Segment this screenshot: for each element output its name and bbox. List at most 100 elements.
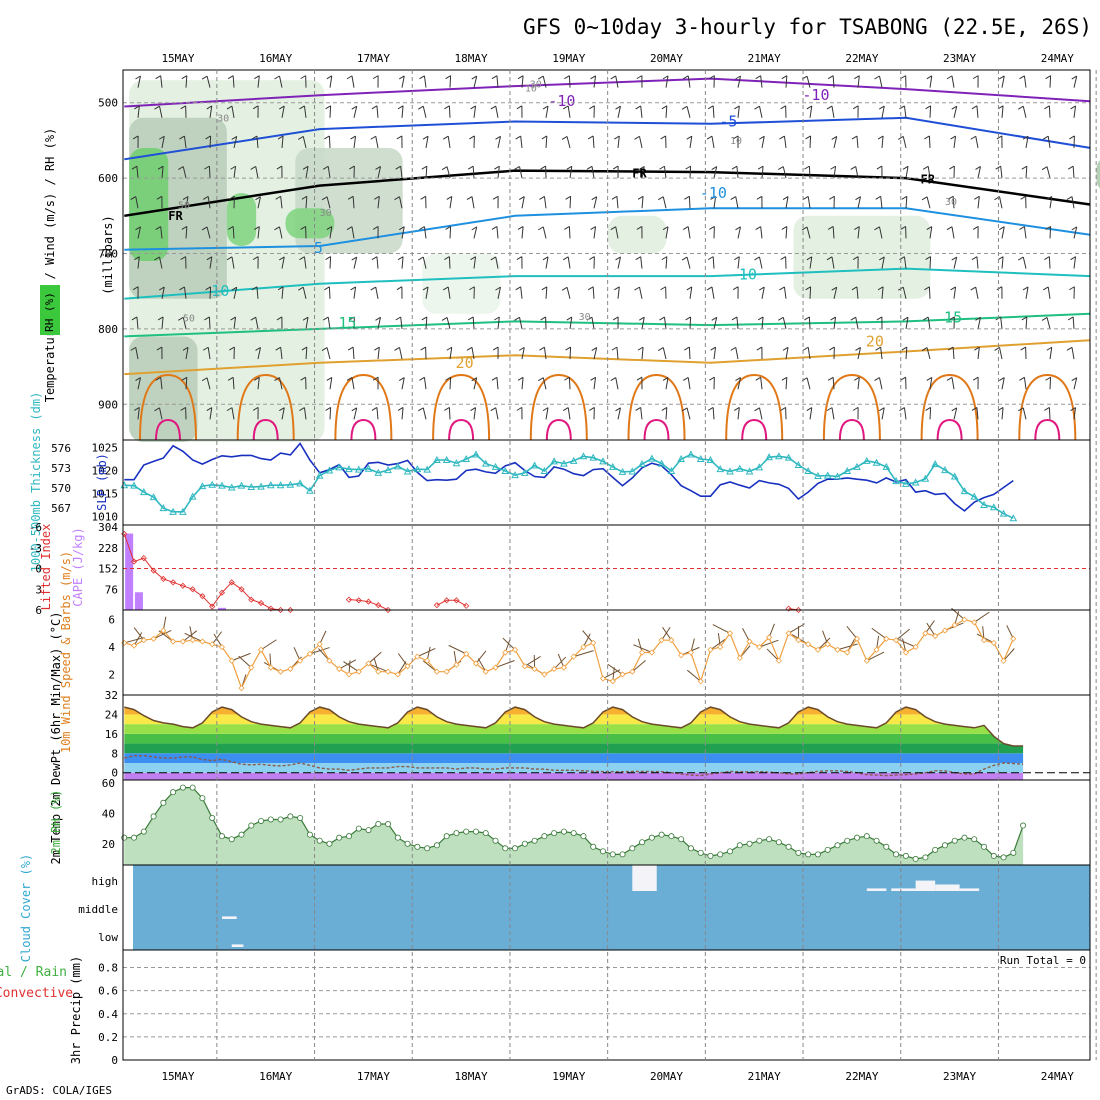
freezing-level-label: FR (168, 209, 183, 223)
wind-barb (1046, 317, 1051, 330)
wind-barb-flag (682, 75, 689, 80)
isotherm-label: -10 (548, 92, 575, 110)
wind10m-speed-marker (863, 657, 870, 664)
wind-barb-flag (540, 316, 546, 321)
wind-barb-flag (255, 196, 261, 201)
wind-barb-flag (252, 256, 259, 261)
isotherm-line (124, 207, 1091, 251)
wind-barb-flag (757, 165, 764, 170)
wind-barb-flag (347, 195, 354, 200)
wind-barb-flag (375, 166, 381, 170)
wind-barb (305, 166, 309, 179)
wind-barb (425, 316, 428, 329)
li-tick-label: 0 (35, 563, 42, 576)
rh2m-marker (160, 799, 167, 806)
rh2m-marker (131, 834, 138, 841)
wind-barb (641, 347, 644, 360)
wind10m-barb (822, 630, 829, 645)
wind-barb (737, 75, 741, 88)
wind-barb-flag (205, 135, 211, 140)
wind-barb (975, 136, 979, 149)
wind-barb (497, 287, 501, 299)
wind10m-barb (397, 653, 408, 667)
wind-barb-flag (419, 376, 425, 381)
wind-barb-flag (781, 376, 788, 381)
wind-barb-flag (154, 407, 160, 412)
wind-barb (926, 347, 931, 360)
rh2m-marker (316, 837, 323, 844)
wind10m-speed-marker (551, 665, 558, 673)
wind10m-tick-label: 2 (108, 668, 115, 681)
rh2m-marker (404, 840, 411, 847)
wind-barb-flag (252, 406, 259, 411)
wind-barb (711, 136, 715, 149)
date-label-top: 18MAY (455, 52, 488, 65)
lifted-index-marker (238, 586, 245, 593)
rh-contour-label: 30 (320, 208, 332, 219)
lifted-index-marker (463, 602, 470, 609)
wind-barb-flag (372, 376, 379, 381)
wind-barb (809, 105, 813, 118)
rh2m-marker (902, 852, 909, 859)
wind-barb-flag (252, 105, 259, 110)
wind-barb (329, 75, 333, 88)
wind-barb-flag (634, 286, 640, 291)
rh2m-marker (834, 842, 841, 849)
wind-barb-flag (1070, 256, 1076, 261)
wind-barb (689, 166, 692, 179)
date-label-bottom: 19MAY (552, 1070, 585, 1083)
wind-barb-flag (395, 316, 401, 321)
temp2m-tick-label: 0 (111, 767, 118, 780)
wind-barb-flag (135, 75, 141, 80)
thickness-marker (208, 480, 217, 488)
wind-barb (1022, 256, 1027, 269)
rh2m-marker (355, 825, 362, 832)
wind-barb-flag (681, 105, 688, 110)
wind10m-speed-marker (482, 668, 489, 675)
wind-barb-flag (658, 196, 664, 201)
wind-barb (929, 377, 933, 390)
warm-isotherm-loop (822, 373, 881, 441)
wind-barb (473, 256, 477, 269)
wind-barb-flag (204, 165, 210, 170)
wind-barb-flag (274, 226, 280, 231)
wind-barb (401, 407, 404, 420)
rh2m-marker (443, 833, 450, 840)
wind-barb-flag (851, 135, 858, 140)
isotherm-line (124, 169, 1091, 218)
wind-barb-flag (178, 316, 184, 321)
thickness-marker (364, 464, 373, 472)
wind-barb-flag (972, 225, 979, 230)
wind-barb (207, 196, 211, 209)
wind-barb (257, 226, 260, 239)
wind10m-speed-marker (795, 637, 802, 644)
wind-barb (953, 407, 958, 420)
wind-barb-flag (802, 196, 809, 200)
wind-barb-flag (879, 256, 885, 261)
wind-barb-flag (921, 196, 928, 201)
thickness-tick-label: 576 (51, 442, 71, 455)
wind-barb (473, 226, 478, 239)
lifted-index-marker (443, 597, 450, 604)
wind-barb (377, 317, 381, 330)
date-label-top: 16MAY (259, 52, 292, 65)
wind10m-barb (397, 661, 407, 675)
wind-barb-flag (709, 75, 715, 80)
isotherm-label: -10 (802, 86, 829, 104)
wind-barb (736, 166, 739, 179)
temp-band (123, 695, 1090, 705)
wind10m-speed-marker (170, 638, 177, 645)
wind-barb-flag (495, 135, 501, 140)
rh2m-marker (453, 830, 460, 837)
wind-barb-flag (901, 195, 908, 200)
thickness-marker (989, 503, 998, 511)
wind-barb (422, 407, 427, 420)
wind-barb (977, 317, 981, 330)
wind-barb (1073, 75, 1078, 88)
isotherm-label: 20 (866, 333, 884, 351)
wind-barb-flag (947, 346, 954, 351)
lifted-index-marker (150, 567, 157, 574)
rh2m-marker (1000, 854, 1007, 861)
wind-barb-flag (275, 195, 281, 200)
